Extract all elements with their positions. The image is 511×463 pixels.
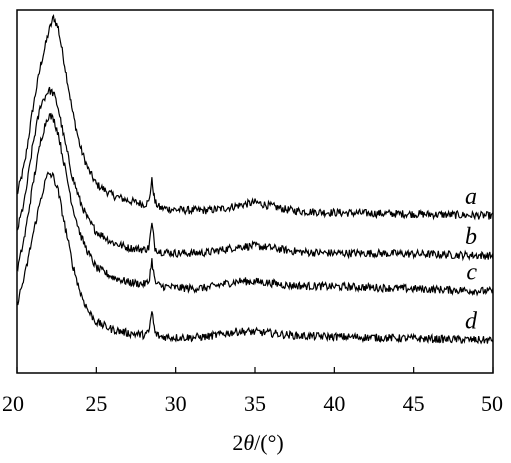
series-b-line — [16, 86, 494, 262]
series-label-b: b — [465, 224, 477, 250]
curves-group — [16, 14, 494, 345]
x-ticks-group: 20 25 30 35 40 45 50 — [2, 367, 503, 416]
x-tick-label-20: 20 — [2, 391, 24, 416]
series-label-c: c — [466, 259, 477, 285]
x-axis-title: 2θ/(°) — [232, 430, 283, 455]
plot-frame — [16, 9, 494, 374]
x-axis-title-suffix: /(°) — [254, 430, 284, 455]
series-d-line — [16, 171, 494, 345]
x-tick-label-40: 40 — [323, 391, 345, 416]
x-axis-title-theta: θ — [243, 430, 254, 455]
x-tick-label-35: 35 — [244, 391, 266, 416]
series-label-d: d — [465, 308, 478, 334]
x-tick-label-50: 50 — [481, 391, 503, 416]
x-axis-title-prefix: 2 — [232, 430, 243, 455]
x-tick-label-45: 45 — [403, 391, 425, 416]
x-tick-label-30: 30 — [165, 391, 187, 416]
x-tick-label-25: 25 — [85, 391, 107, 416]
series-c-line — [16, 112, 494, 297]
series-a-line — [16, 14, 494, 221]
series-label-a: a — [465, 184, 477, 210]
